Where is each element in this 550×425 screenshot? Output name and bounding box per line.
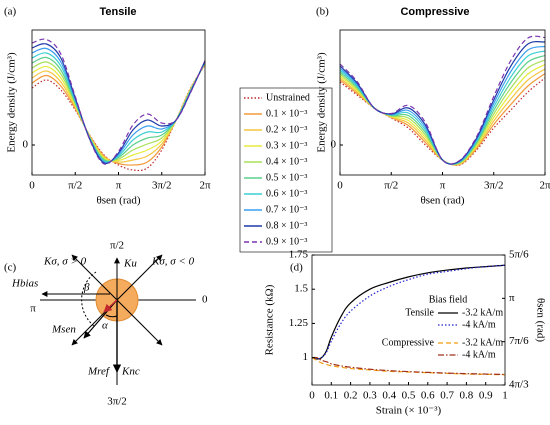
x-tick-label: 0.5 — [402, 390, 416, 402]
series-line — [339, 35, 546, 165]
legend-label: -3.2 kA/m — [462, 307, 503, 318]
x-axis-label: θsen (rad) — [96, 195, 140, 207]
x-tick-label: π — [440, 180, 446, 192]
x-tick-label: 2π — [539, 180, 550, 192]
label: Hbias — [11, 278, 38, 290]
diagram: (c) π/2 0 π 3π/2 Kσ, σ > 0 Ku Kσ, σ < 0 … — [4, 240, 208, 408]
chart-title: Tensile — [99, 6, 136, 18]
legend-label: 0.8 × 10⁻³ — [266, 220, 307, 231]
label: Kσ, σ > 0 — [43, 256, 87, 268]
x-axis-label: θsen (rad) — [420, 195, 464, 207]
series-line — [311, 264, 506, 360]
x-tick-label: π — [116, 180, 122, 192]
series-line — [311, 356, 506, 376]
label: β — [83, 282, 90, 294]
panel-label: (c) — [4, 262, 17, 274]
x-tick-label: π/2 — [68, 180, 82, 192]
legend-group: Compressive — [382, 337, 435, 348]
angle-arc — [81, 271, 97, 327]
legend-label: 0.9 × 10⁻³ — [266, 236, 307, 247]
legend-label: 0.2 × 10⁻³ — [266, 124, 307, 135]
y-tick-label: 1 — [303, 351, 309, 363]
y-axis-label: Energy density (J/cm³) — [6, 52, 18, 153]
legend-label: 0.3 × 10⁻³ — [266, 140, 307, 151]
series-line — [31, 52, 206, 163]
label: Msen — [51, 324, 76, 336]
chart: (d) 0 0.1 0.2 0.3 0.4 0.5 0.6 0.7 0.8 0.9 1 1 1.25 1.5… — [264, 249, 547, 417]
arrow — [103, 299, 118, 313]
label: π/2 — [110, 240, 124, 252]
legend-box — [239, 87, 333, 253]
x-tick-label: 2π — [199, 180, 211, 192]
x-axis-label: Strain (× 10⁻³) — [376, 405, 442, 417]
series-line — [339, 63, 546, 166]
legend-label: 0.6 × 10⁻³ — [266, 188, 307, 199]
x-tick-label: 0 — [29, 180, 35, 192]
series-line — [339, 77, 546, 167]
legend-group: Tensile — [405, 307, 434, 318]
y2-tick-label: 4π/3 — [509, 379, 529, 391]
x-tick-label: 0.1 — [324, 390, 338, 402]
legend-label: -4 kA/m — [462, 319, 496, 330]
legend-label: 0.5 × 10⁻³ — [266, 172, 307, 183]
plot-frame — [339, 29, 546, 176]
series-line — [311, 264, 506, 360]
y2-tick-label: 5π/6 — [509, 249, 529, 261]
label: 0 — [202, 294, 208, 306]
x-tick-label: 0.8 — [460, 390, 474, 402]
series-line — [31, 61, 206, 162]
series-line — [31, 38, 206, 165]
panel-label: (d) — [290, 262, 303, 274]
x-tick-label: 1 — [502, 390, 508, 402]
y-tick-label: 1.5 — [294, 283, 308, 295]
x-tick-label: 3π/2 — [484, 180, 504, 192]
x-tick-label: 0.7 — [440, 390, 454, 402]
legend-title: Bias field — [429, 294, 468, 305]
label: Kσ, σ < 0 — [151, 256, 195, 268]
x-tick-label: 0.4 — [382, 390, 396, 402]
label: Mref — [87, 366, 111, 378]
y2-axis-label: θsen (rad) — [534, 298, 546, 342]
label: α — [102, 320, 108, 332]
chart-title: Compressive — [400, 6, 469, 18]
y2-tick-label: π — [509, 292, 515, 304]
x-tick-label: 0.6 — [421, 390, 435, 402]
label: Ku — [123, 258, 137, 270]
legend-label: -3.2 kA/m — [462, 337, 503, 348]
series-line — [339, 50, 546, 165]
legend-label: -4 kA/m — [462, 349, 496, 360]
legend-label: 0.1 × 10⁻³ — [266, 108, 307, 119]
x-tick-label: 0.2 — [344, 390, 358, 402]
series-line — [311, 357, 506, 376]
y-axis-label: Resistance (kΩ) — [264, 284, 276, 355]
panel-label: (b) — [316, 6, 329, 18]
legend-label: 0.4 × 10⁻³ — [266, 156, 307, 167]
x-tick-label: 0 — [309, 390, 315, 402]
y2-tick-label: 7π/6 — [509, 335, 529, 347]
x-tick-label: 0.3 — [363, 390, 377, 402]
label: π — [30, 303, 36, 315]
y-axis-label: Energy density (J/cm³) — [316, 52, 328, 153]
x-tick-label: 0 — [337, 180, 343, 192]
panel-label: (a) — [4, 6, 17, 18]
series-line — [339, 73, 546, 166]
y-tick-label: 1.75 — [289, 249, 309, 261]
x-tick-label: 0.9 — [479, 390, 493, 402]
series-line — [339, 59, 546, 166]
label: 3π/2 — [107, 396, 127, 408]
legend-label: 0.7 × 10⁻³ — [266, 204, 307, 215]
chart: (b) Compressive 0 π/2 π 3π/2 2π 0 θsen (rad) Ener… — [316, 6, 550, 207]
x-tick-label: 3π/2 — [152, 180, 172, 192]
label: Knc — [121, 366, 140, 378]
x-tick-label: π/2 — [384, 180, 398, 192]
chart: (a) Tensile 0 π/2 π 3π/2 2π 0 θsen (rad) Energy d… — [4, 6, 333, 253]
series-line — [31, 56, 206, 162]
angle-arc — [105, 314, 118, 318]
legend-label: Unstrained — [266, 92, 310, 103]
y-tick-label: 0 — [23, 139, 29, 151]
y-tick-label: 0 — [331, 139, 337, 151]
y-tick-label: 1.25 — [289, 317, 309, 329]
